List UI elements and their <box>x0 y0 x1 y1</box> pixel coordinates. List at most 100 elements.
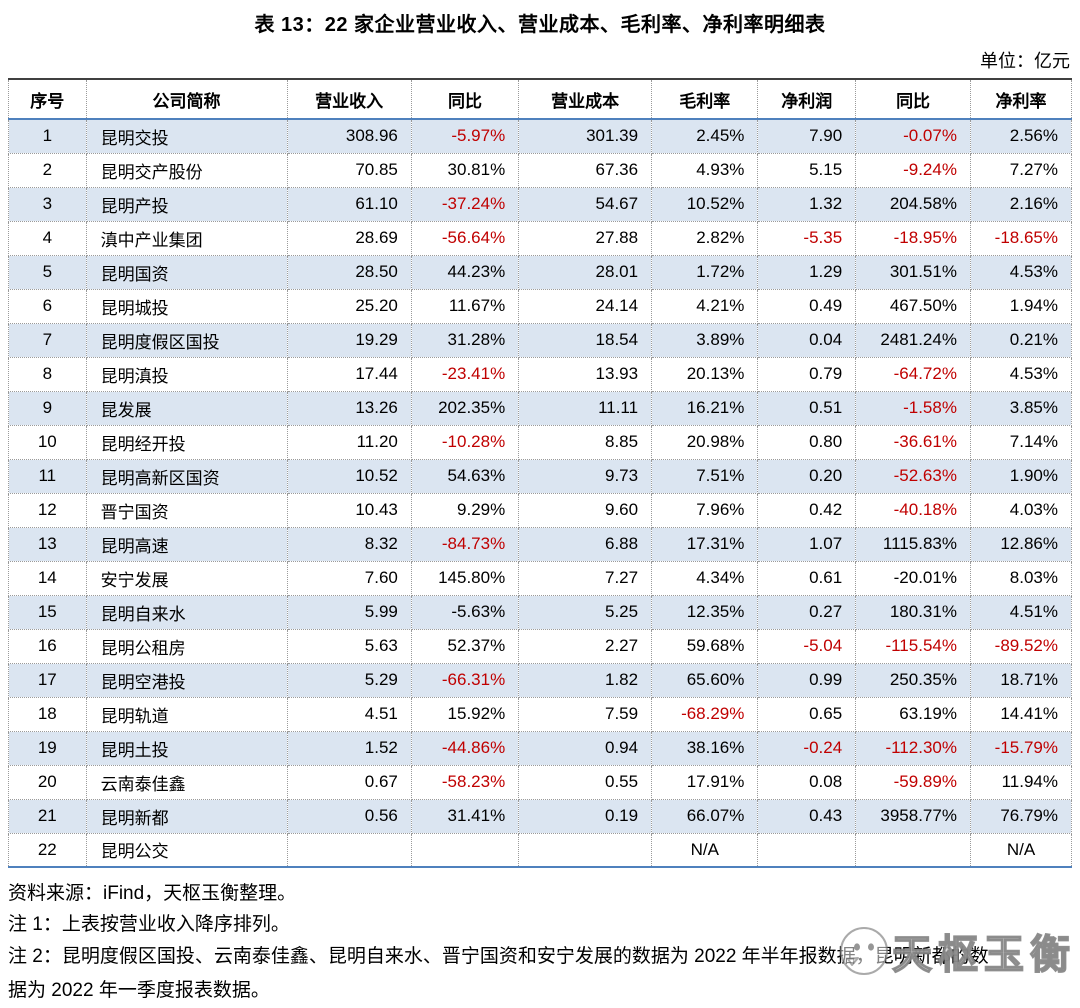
row-number-cell: 2 <box>8 152 87 188</box>
company-name-cell: 昆明土投 <box>85 730 288 766</box>
net-profit-cell: 0.49 <box>757 288 857 324</box>
net-profit-yoy-cell: -0.07% <box>855 118 971 154</box>
company-name-cell: 滇中产业集团 <box>85 220 288 256</box>
revenue-cell: 28.50 <box>286 254 412 290</box>
table-row: 22 昆明公交 N/A N/A <box>8 832 1073 868</box>
net-profit-cell <box>757 832 857 868</box>
revenue-yoy-cell: 54.63% <box>410 458 520 494</box>
gross-margin-cell: 3.89% <box>651 322 759 358</box>
revenue-yoy-cell: 202.35% <box>410 390 520 426</box>
gross-margin-cell: -68.29% <box>651 696 759 732</box>
revenue-yoy-cell: 31.28% <box>410 322 520 358</box>
gross-margin-cell: 20.13% <box>651 356 759 392</box>
revenue-yoy-cell: 11.67% <box>410 288 520 324</box>
column-header-net-profit: 净利润 <box>757 79 857 120</box>
gross-margin-cell: 4.34% <box>651 560 759 596</box>
column-header-row-number: 序号 <box>8 79 87 120</box>
note-1: 注 1：上表按营业收入降序排列。 <box>8 914 290 935</box>
net-profit-yoy-cell: -36.61% <box>855 424 971 460</box>
company-name-cell: 昆明自来水 <box>85 594 288 630</box>
net-profit-yoy-cell <box>855 832 971 868</box>
company-name-cell: 昆明高速 <box>85 526 288 562</box>
company-name-cell: 昆明新都 <box>85 798 288 834</box>
operating-cost-cell: 0.55 <box>518 764 653 800</box>
table-body: 1 昆明交投 308.96 -5.97% 301.39 2.45% 7.90 -0.07% 2.… <box>8 118 1073 868</box>
gross-margin-cell: 12.35% <box>651 594 759 630</box>
row-number-cell: 7 <box>8 322 87 358</box>
net-profit-cell: 0.04 <box>757 322 857 358</box>
revenue-cell: 13.26 <box>286 390 412 426</box>
net-margin-cell: -89.52% <box>969 628 1073 664</box>
operating-cost-cell: 24.14 <box>518 288 653 324</box>
net-margin-cell: 1.90% <box>969 458 1073 494</box>
gross-margin-cell: 7.51% <box>651 458 759 494</box>
row-number-cell: 12 <box>8 492 87 528</box>
revenue-yoy-cell: -5.97% <box>410 118 520 154</box>
company-name-cell: 昆明交投 <box>85 118 288 154</box>
revenue-cell <box>286 832 412 868</box>
net-profit-cell: 0.43 <box>757 798 857 834</box>
net-profit-yoy-cell: -1.58% <box>855 390 971 426</box>
gross-margin-cell: 38.16% <box>651 730 759 766</box>
net-profit-cell: 1.07 <box>757 526 857 562</box>
company-name-cell: 昆发展 <box>85 390 288 426</box>
column-header-gross-margin: 毛利率 <box>651 79 759 120</box>
company-name-cell: 晋宁国资 <box>85 492 288 528</box>
net-profit-yoy-cell: -18.95% <box>855 220 971 256</box>
gross-margin-cell: 65.60% <box>651 662 759 698</box>
net-profit-yoy-cell: 63.19% <box>855 696 971 732</box>
revenue-cell: 1.52 <box>286 730 412 766</box>
row-number-cell: 5 <box>8 254 87 290</box>
net-profit-yoy-cell: 204.58% <box>855 186 971 222</box>
revenue-cell: 70.85 <box>286 152 412 188</box>
company-name-cell: 昆明公交 <box>85 832 288 868</box>
operating-cost-cell: 301.39 <box>518 118 653 154</box>
table-row: 18 昆明轨道 4.51 15.92% 7.59 -68.29% 0.65 63.19% 14.… <box>8 696 1073 732</box>
company-name-cell: 昆明公租房 <box>85 628 288 664</box>
operating-cost-cell: 7.59 <box>518 696 653 732</box>
revenue-yoy-cell: -56.64% <box>410 220 520 256</box>
operating-cost-cell <box>518 832 653 868</box>
net-margin-cell: 4.53% <box>969 356 1073 392</box>
operating-cost-cell: 5.25 <box>518 594 653 630</box>
net-profit-cell: 0.65 <box>757 696 857 732</box>
net-margin-cell: 12.86% <box>969 526 1073 562</box>
company-name-cell: 昆明滇投 <box>85 356 288 392</box>
revenue-yoy-cell: -5.63% <box>410 594 520 630</box>
net-margin-cell: 76.79% <box>969 798 1073 834</box>
revenue-cell: 8.32 <box>286 526 412 562</box>
company-name-cell: 昆明轨道 <box>85 696 288 732</box>
net-profit-yoy-cell: -52.63% <box>855 458 971 494</box>
revenue-cell: 5.63 <box>286 628 412 664</box>
revenue-cell: 10.43 <box>286 492 412 528</box>
net-profit-cell: 0.79 <box>757 356 857 392</box>
net-profit-yoy-cell: -112.30% <box>855 730 971 766</box>
row-number-cell: 22 <box>8 832 87 868</box>
net-profit-cell: -0.24 <box>757 730 857 766</box>
revenue-yoy-cell <box>410 832 520 868</box>
operating-cost-cell: 1.82 <box>518 662 653 698</box>
net-margin-cell: 14.41% <box>969 696 1073 732</box>
net-profit-cell: 0.20 <box>757 458 857 494</box>
table-row: 9 昆发展 13.26 202.35% 11.11 16.21% 0.51 -1.58% 3.8… <box>8 390 1073 426</box>
row-number-cell: 11 <box>8 458 87 494</box>
operating-cost-cell: 0.19 <box>518 798 653 834</box>
revenue-cell: 0.67 <box>286 764 412 800</box>
revenue-yoy-cell: -23.41% <box>410 356 520 392</box>
revenue-yoy-cell: 44.23% <box>410 254 520 290</box>
revenue-cell: 5.99 <box>286 594 412 630</box>
net-profit-yoy-cell: -9.24% <box>855 152 971 188</box>
net-margin-cell: -18.65% <box>969 220 1073 256</box>
header-row: 序号 公司简称 营业收入 同比 营业成本 毛利率 净利润 同比 净利率 <box>8 79 1073 120</box>
net-margin-cell: 8.03% <box>969 560 1073 596</box>
net-profit-cell: 0.51 <box>757 390 857 426</box>
net-profit-cell: 0.80 <box>757 424 857 460</box>
operating-cost-cell: 9.60 <box>518 492 653 528</box>
row-number-cell: 16 <box>8 628 87 664</box>
gross-margin-cell: 66.07% <box>651 798 759 834</box>
company-financials-table: 序号 公司简称 营业收入 同比 营业成本 毛利率 净利润 同比 净利率 1 昆明交投 308.96-… <box>8 78 1073 868</box>
net-margin-cell: 1.94% <box>969 288 1073 324</box>
gross-margin-cell: 20.98% <box>651 424 759 460</box>
net-profit-cell: 0.27 <box>757 594 857 630</box>
company-name-cell: 云南泰佳鑫 <box>85 764 288 800</box>
